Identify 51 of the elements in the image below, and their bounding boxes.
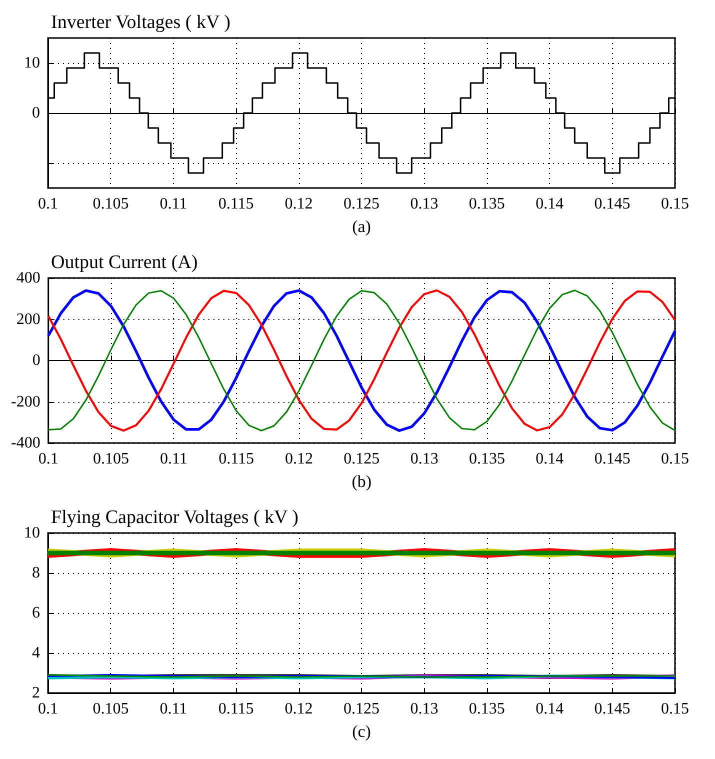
y-tick-label: 4: [32, 644, 40, 662]
y-tick-label: 8: [32, 564, 40, 582]
x-tick-label: 0.11: [160, 450, 188, 468]
y-tick-label: 2: [32, 684, 40, 702]
y-tick-label: 10: [24, 54, 40, 72]
y-tick-label: -400: [11, 434, 40, 452]
x-tick-label: 0.14: [536, 450, 564, 468]
x-tick-label: 0.145: [594, 450, 630, 468]
x-tick-label: 0.15: [661, 450, 689, 468]
x-tick-label: 0.15: [661, 196, 689, 212]
x-axis-title: (a): [352, 217, 371, 236]
x-axis-title: (b): [352, 472, 372, 491]
y-tick-label: 6: [32, 604, 40, 622]
x-tick-label: 0.12: [284, 196, 313, 212]
x-tick-label: 0.135: [468, 700, 505, 718]
x-tick-label: 0.115: [218, 196, 254, 212]
x-tick-label: 0.125: [344, 450, 380, 468]
x-tick-label: 0.11: [160, 196, 188, 212]
x-tick-label: 0.14: [536, 196, 564, 212]
x-tick-label: 0.1: [38, 196, 58, 212]
x-tick-label: 0.145: [594, 196, 630, 212]
x-tick-label: 0.15: [661, 700, 689, 718]
x-tick-label: 0.12: [284, 450, 313, 468]
x-tick-label: 0.135: [468, 196, 505, 212]
x-tick-label: 0.105: [92, 700, 129, 718]
x-tick-label: 0.1: [38, 450, 58, 468]
x-tick-label: 0.13: [410, 196, 438, 212]
y-tick-label: 200: [16, 310, 40, 328]
x-tick-label: 0.115: [218, 700, 254, 718]
x-tick-label: 0.125: [344, 700, 380, 718]
x-tick-label: 0.1: [38, 700, 58, 718]
x-tick-label: 0.13: [410, 450, 438, 468]
y-tick-label: -200: [11, 393, 40, 410]
x-tick-label: 0.13: [410, 700, 438, 718]
y-tick-label: 0: [32, 104, 40, 122]
y-tick-label: 400: [16, 270, 40, 286]
x-tick-label: 0.14: [536, 700, 564, 718]
x-tick-label: 0.125: [344, 196, 380, 212]
x-axis-title: (c): [352, 722, 371, 741]
x-tick-label: 0.135: [469, 450, 505, 468]
x-tick-label: 0.115: [218, 450, 254, 468]
y-tick-label: 10: [24, 524, 40, 542]
chart-title: Inverter Voltages ( kV ): [51, 12, 230, 33]
x-tick-label: 0.145: [594, 700, 630, 718]
x-tick-label: 0.105: [92, 196, 129, 212]
chart-title: Flying Capacitor Voltages ( kV ): [51, 507, 299, 528]
x-tick-label: 0.11: [160, 700, 188, 718]
y-tick-label: 0: [32, 352, 40, 369]
chart-title: Output Current (A): [51, 252, 198, 273]
x-tick-label: 0.12: [284, 700, 313, 718]
x-tick-label: 0.105: [92, 450, 129, 468]
